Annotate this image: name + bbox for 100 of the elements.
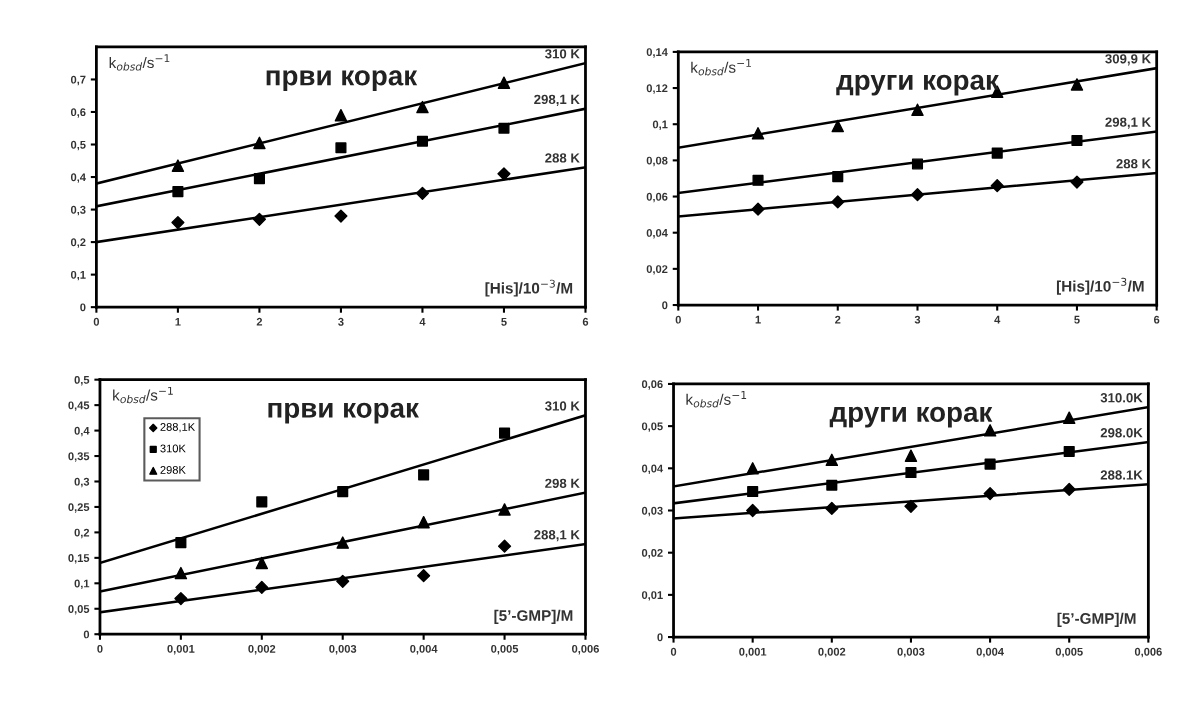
series-label: 298.0K	[1100, 428, 1143, 438]
point	[747, 485, 759, 498]
y-tick-label: 0,05	[641, 422, 663, 432]
y-tick-label: 0,2	[74, 528, 90, 539]
y-tick-label: 0,04	[641, 464, 664, 475]
text: први корак	[266, 70, 418, 92]
point	[335, 142, 347, 154]
point	[172, 186, 184, 198]
x-tick-label: 6	[582, 317, 589, 326]
point	[983, 487, 997, 501]
y-tick-label: 0,3	[70, 205, 86, 216]
point	[417, 569, 431, 583]
y-tick-label: 0,1	[70, 270, 86, 281]
point	[984, 458, 996, 470]
text: други корак	[829, 406, 993, 428]
point	[253, 173, 265, 185]
point	[334, 108, 348, 122]
x-tick-label: 0,003	[329, 644, 357, 655]
point	[910, 188, 925, 202]
x-tick-label: 2	[256, 317, 263, 326]
x-axis-title: [5’-GMP]/M	[494, 609, 573, 625]
legend-label: 288,1K	[160, 423, 195, 433]
point	[1070, 175, 1084, 189]
y-tick-label: 0,1	[74, 579, 90, 590]
x-tick-label: 0	[97, 644, 103, 653]
x-tick-label: 5	[501, 317, 507, 326]
y-tick-label: 0	[662, 301, 668, 310]
y-tick-label: 0,4	[70, 173, 86, 183]
point	[1071, 134, 1083, 147]
x-axis-title: [5’-GMP]/M	[1057, 612, 1136, 627]
point	[825, 453, 839, 467]
point	[497, 167, 511, 181]
point	[911, 158, 924, 170]
y-tick-label: 0	[657, 633, 663, 642]
x-tick-label: 0,002	[248, 644, 276, 655]
y-tick-label: 0,06	[646, 192, 668, 203]
y-tick-label: 0,02	[641, 548, 663, 559]
x-tick-label: 0,001	[739, 647, 767, 658]
y-tick-label: 0,12	[646, 84, 668, 94]
x-tick-label: 0	[675, 315, 681, 324]
point	[498, 122, 510, 134]
point	[497, 539, 512, 553]
series-label: 298 K	[545, 478, 580, 488]
point	[831, 195, 845, 209]
y-tick-label: 0,5	[74, 375, 90, 386]
y-tick-label: 0,6	[70, 108, 86, 118]
legend-label: 310K	[160, 444, 186, 453]
x-tick-label: 0,002	[818, 647, 846, 658]
y-tick-label: 0,4	[74, 426, 90, 437]
point	[255, 556, 269, 570]
x-tick-label: 6	[1154, 315, 1160, 324]
series-label: 288,1 K	[534, 530, 580, 542]
series-label: 310 K	[545, 401, 580, 411]
x-axis-title: [His]/10$^{−3}$/M	[1056, 277, 1144, 295]
point	[1062, 482, 1076, 496]
series-label: 309,9 K	[1105, 54, 1152, 66]
y-tick-label: 0,15	[68, 554, 90, 564]
point	[746, 462, 759, 475]
x-tick-label: 2	[835, 315, 841, 324]
y-tick-label: 0,2	[70, 238, 86, 248]
point	[171, 159, 185, 172]
x-tick-label: 0,006	[572, 644, 599, 655]
point	[831, 119, 845, 133]
x-axis-title: [His]/10$^{−3}$/M	[485, 279, 573, 297]
point	[832, 171, 844, 183]
point	[911, 103, 924, 117]
x-tick-label: 0,005	[1055, 647, 1083, 658]
y-axis-title: k$_{obsd}$/s$^{−1}$	[113, 386, 173, 404]
point	[336, 574, 350, 588]
y-tick-label: 0,7	[70, 75, 86, 86]
point	[1062, 411, 1076, 424]
point	[905, 466, 917, 479]
y-axis-title: k$_{obsd}$/s$^{−1}$	[686, 391, 747, 408]
point	[415, 186, 430, 200]
y-tick-label: 0	[83, 630, 90, 639]
point	[499, 427, 511, 439]
point	[904, 499, 918, 513]
y-tick-label: 0,06	[641, 380, 663, 390]
point	[826, 479, 838, 491]
y-tick-label: 0	[80, 303, 86, 312]
series-label: 310 K	[545, 49, 580, 59]
x-tick-label: 1	[175, 317, 181, 326]
series-label: 288 K	[1116, 159, 1152, 169]
point	[497, 76, 511, 89]
x-tick-label: 0	[670, 647, 677, 656]
y-tick-label: 0,02	[646, 265, 668, 275]
point	[752, 174, 764, 186]
point	[334, 209, 348, 223]
x-tick-label: 0	[93, 317, 100, 326]
point	[256, 496, 268, 508]
point	[174, 566, 188, 580]
point	[498, 503, 511, 516]
y-tick-label: 0,35	[68, 452, 90, 462]
x-tick-label: 0,004	[410, 644, 438, 655]
point	[825, 501, 839, 515]
point	[252, 212, 267, 226]
x-tick-label: 0,003	[897, 647, 925, 658]
text: други корак	[836, 74, 999, 96]
point	[337, 486, 349, 498]
point	[418, 469, 430, 481]
